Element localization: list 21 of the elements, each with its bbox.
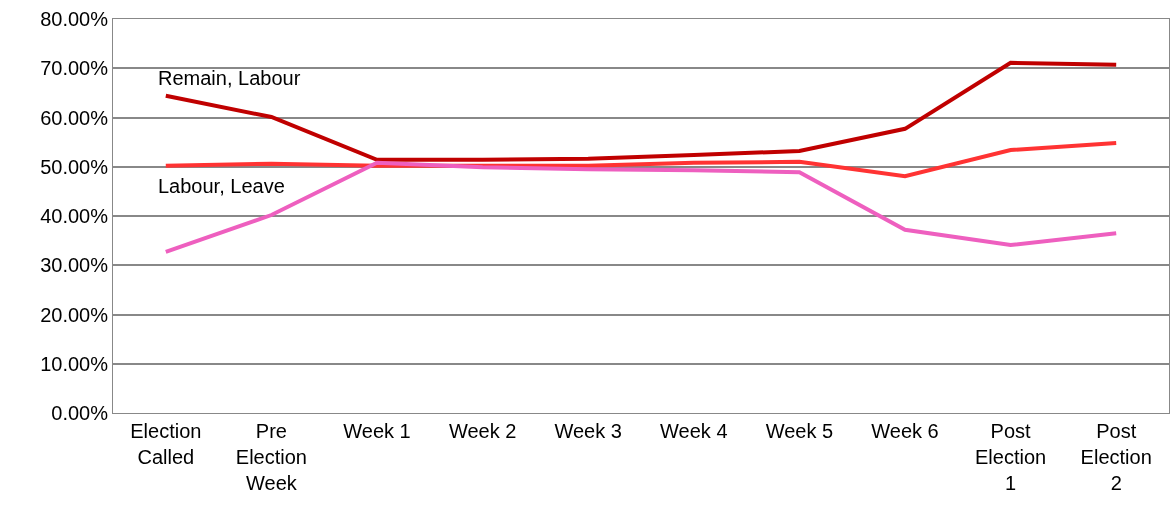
y-tick-label: 20.00% — [40, 303, 109, 326]
series-label: Remain, Labour — [158, 67, 301, 89]
y-tick-label: 30.00% — [40, 254, 109, 277]
x-tick-label: Week 4 — [660, 420, 728, 442]
y-tick-label: 0.00% — [51, 402, 109, 424]
y-tick-label: 60.00% — [40, 106, 109, 129]
x-tick-label: Post Election 2 — [1080, 420, 1152, 494]
x-tick-label: Pre Election Week — [235, 420, 307, 494]
x-tick-label: Week 5 — [765, 420, 834, 442]
x-tick-label: Week 6 — [871, 420, 939, 442]
y-tick-label: 70.00% — [40, 57, 109, 80]
y-tick-label: 80.00% — [40, 8, 109, 30]
y-tick-label: 50.00% — [40, 155, 109, 178]
series-label: Labour, Leave — [158, 175, 285, 197]
x-tick-label: Election Called — [130, 420, 202, 468]
x-tick-label: Week 2 — [448, 420, 517, 442]
y-tick-label: 10.00% — [40, 352, 109, 375]
x-tick-label: Week 3 — [554, 420, 622, 442]
x-tick-label: Week 1 — [343, 420, 411, 442]
y-tick-label: 40.00% — [40, 205, 109, 227]
x-tick-label: Post Election 1 — [975, 420, 1047, 494]
